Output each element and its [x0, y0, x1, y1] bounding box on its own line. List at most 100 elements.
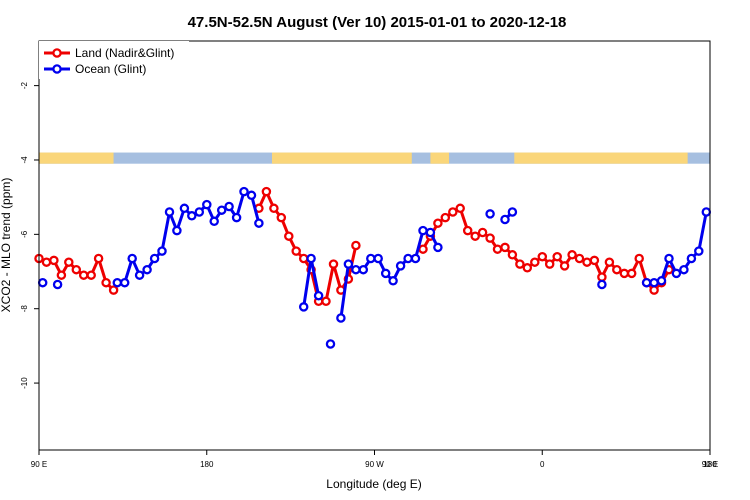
series-1-point-9-8 — [701, 207, 712, 217]
legend-ocean-marker — [52, 64, 62, 74]
series-0-point-2-17 — [544, 259, 555, 269]
series-0-point-2-20 — [567, 250, 577, 260]
series-0-point-2-31 — [649, 285, 659, 295]
series-0-point-0-3 — [56, 270, 67, 280]
series-1-point-5-12 — [425, 227, 436, 238]
series-0-point-2-24 — [597, 272, 607, 282]
series-1-point-2-17 — [239, 186, 249, 197]
series-1-point-5-8 — [395, 261, 406, 271]
series-0-point-0-5 — [71, 264, 82, 275]
series-1-point-9-7 — [694, 246, 704, 256]
series-0-point-1-10 — [328, 259, 339, 269]
series-1-point-5-1 — [343, 259, 354, 269]
series-0-point-2-16 — [537, 251, 548, 262]
series-1-point-2-8 — [172, 225, 182, 236]
y-tick-label-1: -4 — [20, 156, 29, 164]
series-0-point-2-5 — [455, 203, 465, 214]
series-0-point-2-21 — [574, 253, 585, 264]
x-tick-label-3: 0 — [540, 460, 545, 469]
series-0-point-2-0 — [418, 244, 428, 254]
series-1-point-7-0 — [500, 214, 510, 225]
series-1-point-2-19 — [254, 218, 264, 228]
series-1-point-8-0 — [597, 279, 607, 290]
series-1-point-3-2 — [313, 290, 324, 301]
x-tick-label-5: 180 — [703, 460, 717, 469]
series-1-point-5-9 — [403, 253, 413, 264]
series-0-point-2-11 — [500, 242, 510, 253]
series-0-point-2-25 — [604, 257, 615, 267]
series-1-point-9-1 — [649, 277, 659, 288]
series-0-point-2-10 — [492, 244, 503, 254]
series-1-point-2-9 — [179, 203, 190, 214]
series-1 — [37, 186, 712, 349]
series-0-point-1-13 — [351, 240, 361, 251]
y-axis-label: XCO2 - MLO trend (ppm) — [0, 178, 13, 313]
series-1-point-7-1 — [507, 207, 518, 217]
series-1-point-6-0 — [485, 209, 495, 219]
series-1-point-2-1 — [119, 277, 130, 288]
series-1-point-5-5 — [373, 253, 383, 264]
series-1-line-2 — [117, 190, 261, 285]
series-0-point-2-19 — [559, 261, 570, 271]
x-tick-label-1: 180 — [200, 460, 214, 469]
series-1-point-5-13 — [433, 242, 443, 253]
series-0-point-2-26 — [612, 264, 622, 275]
series-1-point-0-0 — [37, 277, 48, 288]
series-0-point-2-22 — [582, 257, 592, 267]
series-1-point-5-11 — [418, 225, 428, 236]
series-0-point-2-6 — [462, 225, 473, 236]
legend-land-marker — [52, 48, 62, 58]
series-0-point-1-4 — [284, 231, 294, 241]
x-tick-label-2: 90 W — [365, 460, 384, 469]
series-1-point-5-6 — [380, 268, 391, 279]
series-1-point-2-12 — [202, 199, 212, 210]
series-0-point-2-7 — [470, 231, 480, 241]
series-1-point-5-3 — [358, 264, 369, 275]
land-strip-segment-2 — [430, 152, 450, 164]
series-0-point-2-9 — [485, 233, 495, 243]
series-1-point-9-5 — [679, 264, 689, 275]
series-0-point-0-4 — [64, 257, 74, 267]
series-0-point-1-2 — [269, 203, 279, 214]
series-0-point-2-13 — [515, 259, 525, 269]
series-0-point-1-5 — [291, 246, 301, 256]
series-1-point-3-1 — [306, 253, 316, 264]
series-0-point-2-3 — [440, 212, 451, 223]
y-tick-label-3: -8 — [20, 305, 29, 313]
series-1-point-2-7 — [164, 207, 175, 217]
series-0-point-1-1 — [261, 186, 272, 197]
series-0-point-2-15 — [530, 257, 540, 267]
land-ocean-strip — [39, 152, 710, 164]
series-1-point-2-5 — [149, 253, 160, 264]
series-1-point-2-10 — [187, 211, 197, 221]
series-0-point-2-2 — [433, 218, 443, 228]
series-1-point-9-3 — [664, 253, 674, 264]
series-0-point-2-12 — [507, 250, 518, 260]
legend-ocean-label: Ocean (Glint) — [75, 62, 146, 76]
series-0-point-1-6 — [298, 253, 309, 264]
land-strip-segment-1 — [271, 152, 412, 164]
series-1-point-9-2 — [656, 276, 667, 286]
series-1-point-2-11 — [194, 207, 205, 217]
series-0-point-2-23 — [589, 255, 600, 266]
series-1-point-2-15 — [224, 201, 234, 212]
series-1-point-1-0 — [52, 279, 63, 290]
series-0-point-2-29 — [634, 253, 644, 264]
legend-box — [39, 41, 189, 79]
series-0 — [34, 186, 674, 307]
series-0-point-0-8 — [93, 253, 104, 264]
series-1-point-2-3 — [134, 270, 145, 280]
plot-frame — [38, 40, 711, 451]
series-0-point-0-9 — [101, 277, 111, 288]
series-1-point-2-4 — [142, 264, 152, 275]
series-1-point-5-2 — [351, 264, 361, 275]
series-1-point-2-6 — [157, 246, 167, 256]
series-1-point-9-6 — [686, 253, 697, 264]
series-0-point-2-18 — [552, 251, 562, 262]
series-1-point-2-14 — [216, 205, 227, 215]
series-1-point-5-10 — [410, 253, 421, 264]
series-1-point-5-7 — [388, 276, 398, 286]
series-0-point-1-3 — [276, 212, 287, 223]
